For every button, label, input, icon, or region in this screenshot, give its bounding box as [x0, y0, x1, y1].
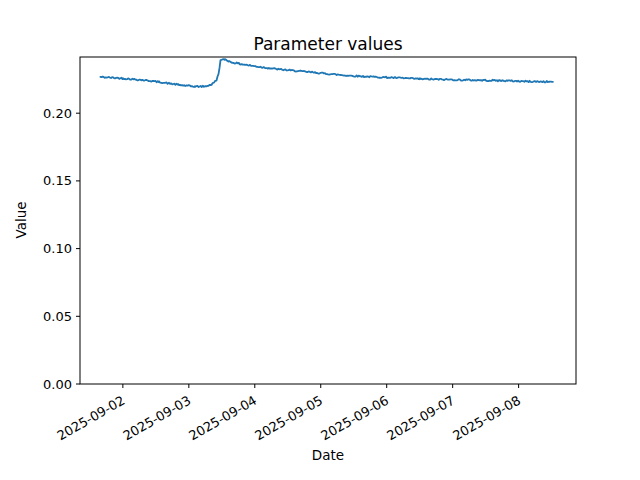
- y-tick-label: 0.10: [43, 241, 72, 256]
- figure-window: 0.00 0.05 0.10 0.15 0.20 2025-09-022025-09-03…: [0, 0, 640, 480]
- y-tick-label: 0.05: [43, 309, 72, 324]
- x-tick-label: 2025-09-03: [120, 393, 193, 444]
- x-tick-label: 2025-09-07: [384, 393, 457, 444]
- chart-generated-layer: 0.00 0.05 0.10 0.15 0.20 2025-09-022025-09-03…: [43, 57, 576, 443]
- x-tick-label: 2025-09-06: [318, 393, 391, 444]
- chart-title: Parameter values: [253, 34, 402, 54]
- data-line: [100, 59, 553, 87]
- x-tick-label: 2025-09-05: [252, 393, 325, 444]
- plot-area-border: [80, 57, 576, 384]
- x-tick-label: 2025-09-04: [186, 393, 259, 444]
- y-tick-label: 0.15: [43, 173, 72, 188]
- x-tick-label: 2025-09-08: [450, 393, 523, 444]
- x-tick-label: 2025-09-02: [54, 393, 127, 444]
- y-tick-label: 0.00: [43, 377, 72, 392]
- chart-canvas: 0.00 0.05 0.10 0.15 0.20 2025-09-022025-09-03…: [0, 0, 640, 480]
- y-tick-label: 0.20: [43, 106, 72, 121]
- y-axis-label: Value: [13, 201, 29, 238]
- x-axis-label: Date: [312, 447, 344, 463]
